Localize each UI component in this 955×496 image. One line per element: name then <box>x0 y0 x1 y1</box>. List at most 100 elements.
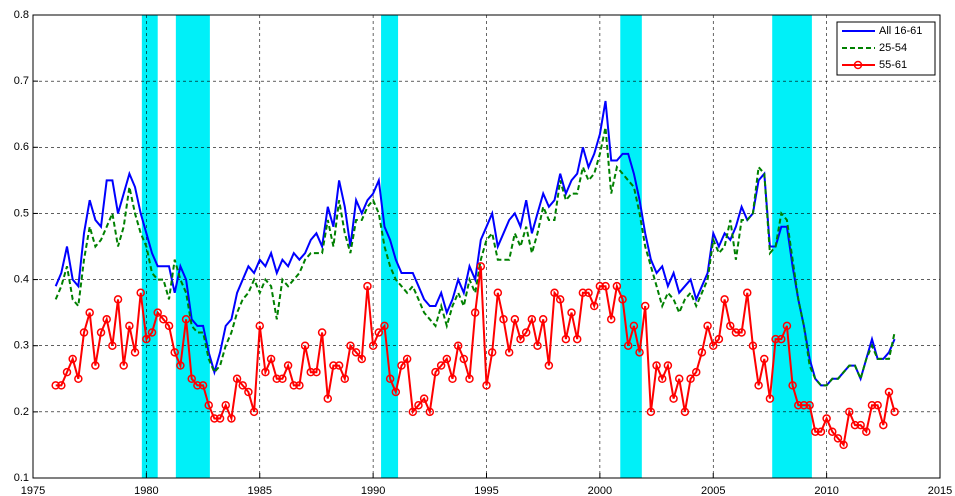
data-point <box>346 341 355 350</box>
data-point <box>867 400 877 410</box>
data-point <box>215 414 225 423</box>
data-point <box>181 315 191 324</box>
data-point <box>448 374 457 384</box>
y-tick-label: 0.7 <box>14 75 29 87</box>
recession-band <box>620 15 642 478</box>
data-point <box>856 420 865 430</box>
data-point <box>782 321 792 331</box>
data-point <box>255 321 264 331</box>
data-point <box>261 367 270 377</box>
data-point <box>170 348 179 357</box>
data-point <box>380 321 389 331</box>
data-point <box>737 328 746 337</box>
data-point <box>68 354 77 364</box>
data-point <box>351 348 361 357</box>
data-point <box>794 400 803 410</box>
data-point <box>623 341 633 350</box>
data-point <box>334 361 344 370</box>
data-point <box>244 387 253 397</box>
data-point <box>731 328 741 337</box>
data-point <box>142 334 151 344</box>
data-point <box>295 381 304 390</box>
data-point <box>102 315 111 324</box>
data-point <box>79 328 89 337</box>
x-tick-label: 1995 <box>474 485 498 496</box>
data-point <box>527 315 537 324</box>
data-point <box>669 394 678 403</box>
legend: All 16-61 25-54 55-61 <box>836 21 936 76</box>
data-point <box>85 308 94 317</box>
data-point <box>374 328 384 337</box>
data-point <box>204 400 213 410</box>
data-point <box>57 381 66 390</box>
data-point <box>419 394 429 403</box>
data-point <box>572 334 582 344</box>
data-point <box>743 288 752 298</box>
legend-label: 55-61 <box>879 59 907 71</box>
data-point <box>839 440 848 450</box>
data-point <box>425 407 435 417</box>
data-point <box>799 400 809 410</box>
data-point <box>357 354 367 364</box>
data-point <box>232 374 242 384</box>
data-point <box>363 281 372 291</box>
data-point <box>726 321 735 331</box>
data-point <box>845 407 854 417</box>
legend-marker <box>853 60 863 70</box>
y-tick-label: 0.5 <box>14 207 29 219</box>
data-point <box>164 321 174 331</box>
data-point <box>487 348 497 357</box>
plot-frame <box>32 14 941 479</box>
data-point <box>567 308 576 317</box>
data-point <box>193 381 202 390</box>
recession-band <box>772 15 812 478</box>
data-point <box>788 381 797 390</box>
x-tick-label: 2000 <box>588 485 612 496</box>
data-point <box>187 374 196 384</box>
data-point <box>873 400 882 410</box>
x-tick-label: 1980 <box>134 485 158 496</box>
data-point <box>221 400 230 410</box>
x-tick-label: 1990 <box>361 485 385 496</box>
data-point <box>402 354 412 364</box>
data-point <box>306 367 316 377</box>
data-point <box>760 354 769 364</box>
data-point <box>816 427 826 436</box>
legend-label: 25-54 <box>879 42 907 54</box>
data-point <box>272 374 282 384</box>
x-tick-label: 2015 <box>928 485 952 496</box>
data-point <box>652 361 661 370</box>
data-point <box>340 374 350 384</box>
data-point <box>476 262 486 271</box>
data-point <box>51 381 60 390</box>
data-point <box>136 288 145 298</box>
recession-band <box>175 15 210 478</box>
data-point <box>74 374 83 384</box>
x-tick-label: 1975 <box>21 485 45 496</box>
data-point <box>368 341 378 350</box>
data-point <box>521 328 531 337</box>
x-tick-label: 2010 <box>814 485 838 496</box>
y-tick-label: 0.2 <box>14 406 29 418</box>
data-point <box>278 374 287 384</box>
data-point <box>533 341 542 350</box>
data-point <box>125 321 134 331</box>
data-point <box>459 354 469 364</box>
data-point <box>601 281 610 291</box>
data-point <box>300 341 310 350</box>
data-point <box>890 407 899 417</box>
data-point <box>811 427 820 436</box>
data-point <box>176 361 185 370</box>
data-point <box>91 361 100 370</box>
data-point <box>697 348 707 357</box>
x-tick-label: 1985 <box>248 485 272 496</box>
data-point <box>312 367 321 377</box>
y-tick-label: 0.4 <box>14 273 29 285</box>
data-point <box>828 427 837 436</box>
data-point <box>748 341 758 350</box>
data-point <box>680 407 690 417</box>
data-point <box>493 288 503 298</box>
data-point <box>884 387 894 397</box>
data-point <box>210 414 219 423</box>
